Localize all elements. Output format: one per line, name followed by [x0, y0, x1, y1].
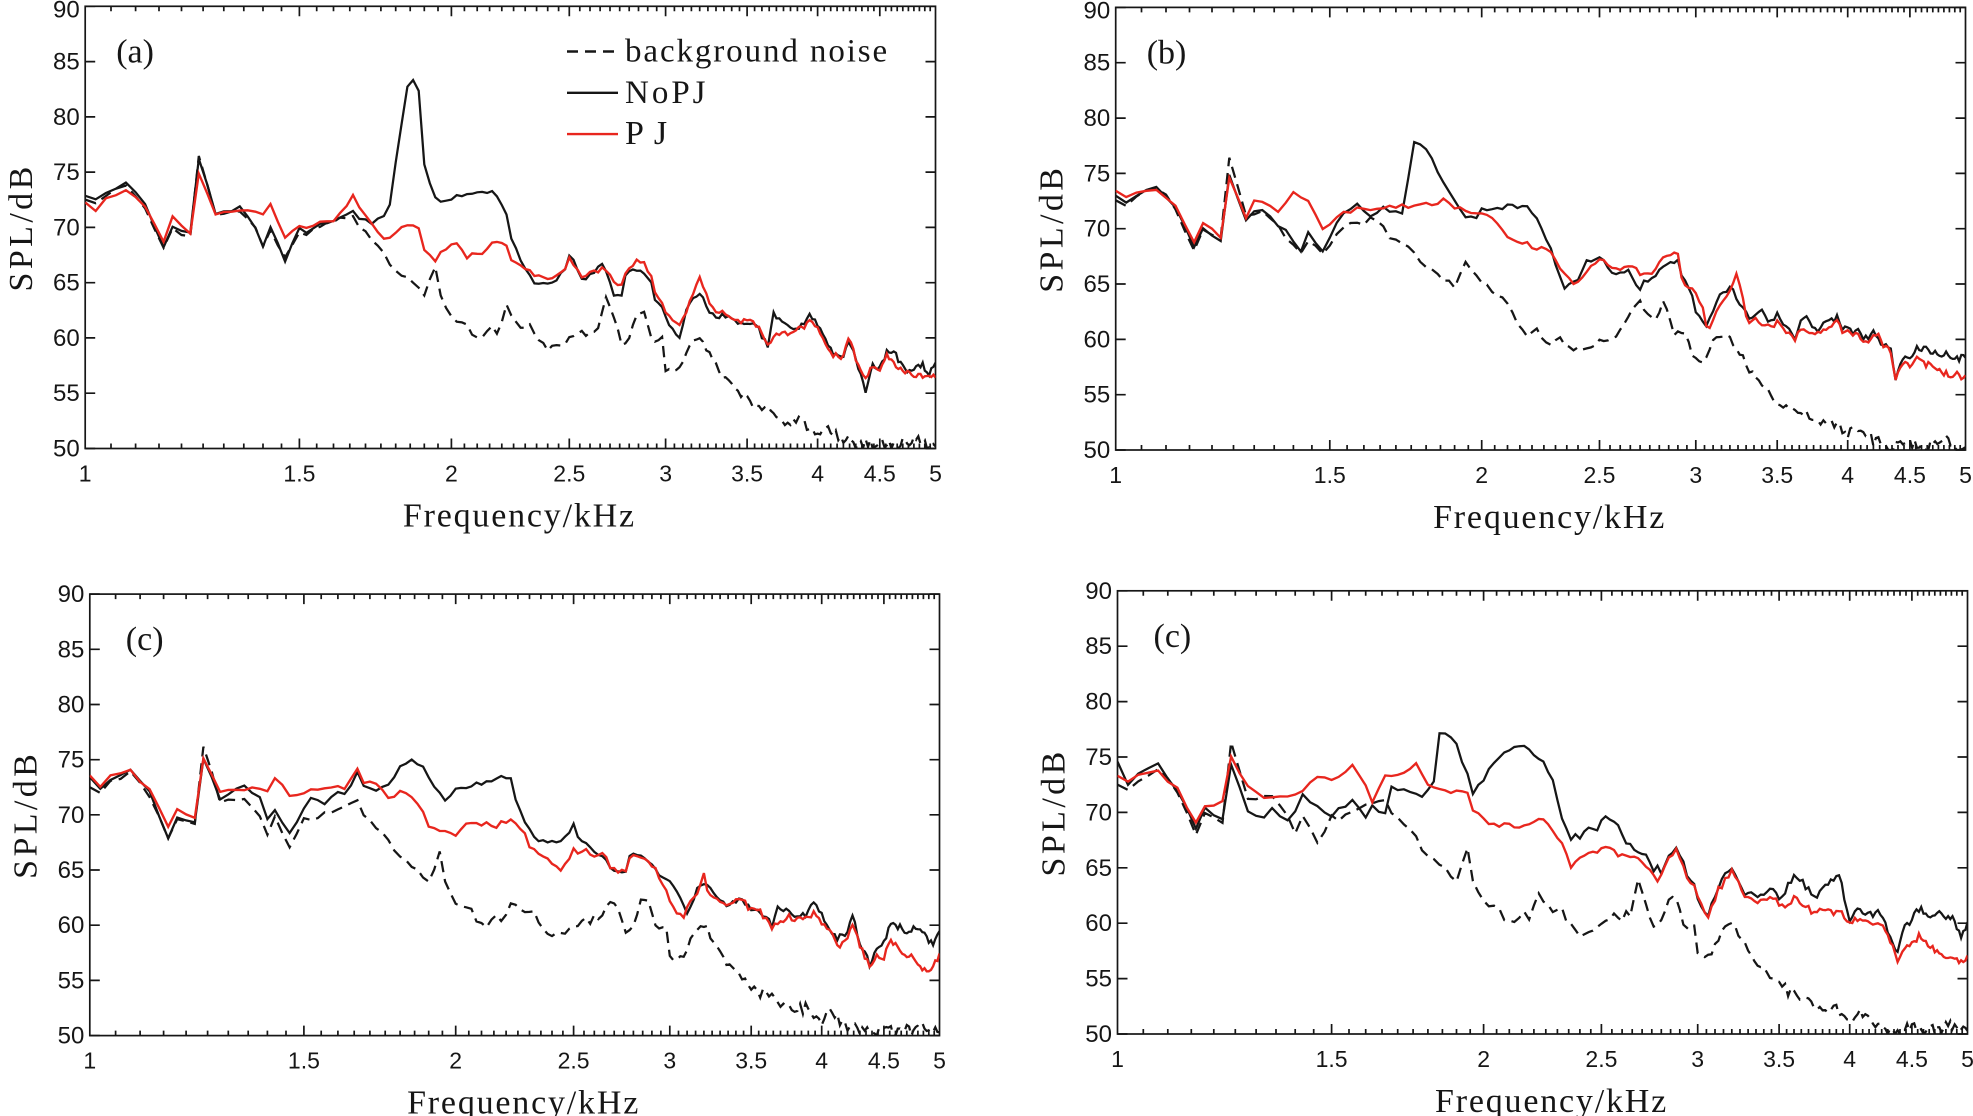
- svg-text:SPL/dB: SPL/dB: [3, 163, 40, 291]
- svg-text:5: 5: [1961, 1046, 1973, 1072]
- svg-text:65: 65: [1083, 271, 1110, 298]
- svg-text:5: 5: [1959, 462, 1972, 488]
- svg-text:4.5: 4.5: [1894, 462, 1926, 488]
- svg-text:55: 55: [1083, 382, 1110, 409]
- svg-text:50: 50: [53, 436, 80, 463]
- svg-text:60: 60: [53, 325, 80, 352]
- svg-text:50: 50: [1085, 1021, 1112, 1048]
- svg-text:5: 5: [929, 461, 942, 487]
- svg-text:75: 75: [53, 159, 80, 186]
- svg-text:NoPJ: NoPJ: [625, 75, 709, 111]
- svg-text:90: 90: [53, 0, 80, 23]
- svg-text:60: 60: [1083, 326, 1110, 353]
- svg-text:(a): (a): [116, 33, 154, 70]
- svg-text:3: 3: [663, 1048, 676, 1074]
- svg-text:PJ: PJ: [625, 115, 677, 152]
- svg-text:3.5: 3.5: [1761, 462, 1793, 488]
- svg-text:4: 4: [1843, 1046, 1856, 1072]
- svg-text:4: 4: [1841, 462, 1854, 488]
- svg-text:55: 55: [53, 380, 80, 407]
- svg-text:55: 55: [58, 967, 85, 994]
- svg-text:5: 5: [933, 1048, 946, 1074]
- svg-text:70: 70: [1085, 799, 1112, 826]
- svg-text:50: 50: [58, 1023, 85, 1050]
- svg-text:(c): (c): [126, 621, 164, 658]
- svg-text:55: 55: [1085, 966, 1112, 993]
- svg-text:85: 85: [1083, 50, 1110, 77]
- svg-text:SPL/dB: SPL/dB: [1035, 748, 1072, 876]
- svg-text:60: 60: [1085, 910, 1112, 937]
- svg-text:90: 90: [1085, 578, 1112, 605]
- svg-text:4.5: 4.5: [868, 1048, 900, 1074]
- svg-text:50: 50: [1083, 437, 1110, 464]
- svg-text:SPL/dB: SPL/dB: [8, 751, 45, 879]
- svg-text:90: 90: [1083, 0, 1110, 24]
- svg-text:2.5: 2.5: [553, 461, 585, 487]
- svg-text:80: 80: [53, 104, 80, 131]
- svg-text:background noise: background noise: [625, 34, 889, 70]
- svg-text:4: 4: [811, 461, 824, 487]
- svg-text:Frequency/kHz: Frequency/kHz: [403, 498, 636, 535]
- svg-text:Frequency/kHz: Frequency/kHz: [407, 1085, 640, 1116]
- svg-text:1.5: 1.5: [288, 1048, 320, 1074]
- svg-text:1.5: 1.5: [1316, 1046, 1348, 1072]
- svg-text:75: 75: [1085, 744, 1112, 771]
- svg-text:80: 80: [58, 692, 85, 719]
- svg-text:3: 3: [1691, 1046, 1704, 1072]
- svg-text:65: 65: [1085, 855, 1112, 882]
- svg-text:2.5: 2.5: [1585, 1046, 1617, 1072]
- svg-text:(b): (b): [1147, 34, 1187, 71]
- svg-text:4: 4: [815, 1048, 828, 1074]
- svg-text:1.5: 1.5: [283, 461, 315, 487]
- svg-text:4.5: 4.5: [864, 461, 896, 487]
- svg-text:3: 3: [659, 461, 672, 487]
- svg-text:SPL/dB: SPL/dB: [1034, 165, 1071, 293]
- svg-text:75: 75: [1083, 160, 1110, 187]
- svg-text:1: 1: [1111, 1046, 1124, 1072]
- svg-text:1.5: 1.5: [1314, 462, 1346, 488]
- svg-text:80: 80: [1085, 689, 1112, 716]
- svg-text:2: 2: [449, 1048, 462, 1074]
- svg-text:3.5: 3.5: [731, 461, 763, 487]
- svg-text:65: 65: [58, 857, 85, 884]
- svg-text:Frequency/kHz: Frequency/kHz: [1435, 1083, 1668, 1116]
- svg-text:1: 1: [83, 1048, 96, 1074]
- svg-text:2: 2: [1475, 462, 1488, 488]
- svg-text:1: 1: [79, 461, 92, 487]
- svg-text:3: 3: [1689, 462, 1702, 488]
- svg-text:85: 85: [58, 636, 85, 663]
- svg-text:3.5: 3.5: [735, 1048, 767, 1074]
- svg-text:75: 75: [58, 747, 85, 774]
- svg-text:1: 1: [1109, 462, 1122, 488]
- svg-text:2.5: 2.5: [558, 1048, 590, 1074]
- svg-text:70: 70: [53, 214, 80, 241]
- svg-text:2.5: 2.5: [1584, 462, 1616, 488]
- svg-text:3.5: 3.5: [1763, 1046, 1795, 1072]
- svg-text:70: 70: [58, 802, 85, 829]
- svg-text:85: 85: [53, 49, 80, 76]
- svg-text:60: 60: [58, 912, 85, 939]
- svg-text:90: 90: [58, 581, 85, 608]
- svg-text:2: 2: [1477, 1046, 1490, 1072]
- svg-text:4.5: 4.5: [1896, 1046, 1928, 1072]
- svg-text:(c): (c): [1154, 618, 1192, 655]
- svg-text:80: 80: [1083, 105, 1110, 132]
- svg-text:Frequency/kHz: Frequency/kHz: [1433, 499, 1666, 536]
- svg-text:65: 65: [53, 270, 80, 297]
- svg-text:2: 2: [445, 461, 458, 487]
- svg-text:70: 70: [1083, 216, 1110, 243]
- svg-text:85: 85: [1085, 633, 1112, 660]
